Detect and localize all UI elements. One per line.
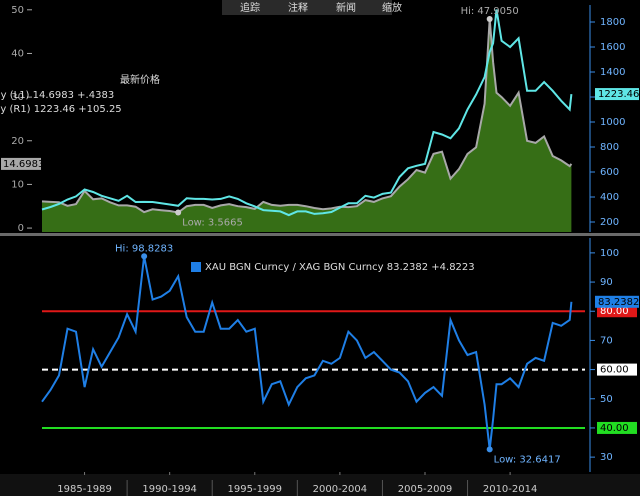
- reference-label: 80.00: [600, 306, 629, 317]
- last-value-label: 14.6983: [3, 159, 44, 170]
- toolbar-bg: [222, 0, 392, 15]
- legend-label: XAU BGN Curncy / XAG BGN Curncy 83.2382 …: [205, 262, 475, 273]
- y-tick-label: 50: [600, 394, 613, 405]
- y-tick-label: 50: [11, 5, 24, 16]
- annotation-marker: [141, 253, 148, 260]
- legend-label: XAU BGN Curncy (R1) 1223.46 +105.25: [0, 104, 122, 115]
- reference-label-box: [597, 363, 637, 376]
- annotation: Low: 3.5665: [182, 218, 243, 229]
- series-line: [41, 18, 573, 214]
- y-tick-label: 70: [600, 335, 613, 346]
- y2-tick-label: 400: [600, 192, 619, 203]
- y-tick-label: 0: [18, 223, 24, 234]
- annotation: Hi: 47.9050: [461, 6, 519, 17]
- x-tick-label: 2010-2014: [483, 484, 538, 495]
- y-tick-label: 40: [11, 48, 24, 59]
- reference-label-box: [597, 305, 637, 318]
- annotation: Hi: 98.8283: [115, 243, 173, 254]
- reference-label: 40.00: [600, 423, 629, 434]
- annotation: Low: 32.6417: [494, 454, 561, 465]
- last-value-label: 83.2382: [598, 297, 639, 308]
- annotation-marker: [486, 446, 493, 453]
- last-value-box: [595, 295, 639, 308]
- tool-zoom[interactable]: 缩放: [382, 1, 402, 14]
- area: [42, 18, 572, 233]
- y-tick-label: 30: [11, 92, 24, 103]
- annotation-marker: [175, 209, 182, 216]
- series-line: [41, 9, 573, 217]
- reference-label: 60.00: [600, 365, 629, 376]
- y2-tick-label: 1600: [600, 42, 625, 53]
- y2-tick-label: 1800: [600, 17, 625, 28]
- annotation-marker: [486, 15, 493, 22]
- series-line: [41, 256, 573, 450]
- y-tick-label: 10: [11, 179, 24, 190]
- tool-annotate[interactable]: 注释: [288, 1, 308, 14]
- tool-track[interactable]: 追踪: [240, 1, 260, 14]
- y2-tick-label: 1400: [600, 67, 625, 78]
- x-tick-label: 1995-1999: [228, 484, 283, 495]
- x-tick-label: 2005-2009: [398, 484, 453, 495]
- y2-tick-label: 800: [600, 142, 619, 153]
- y-tick-label: 100: [600, 248, 619, 259]
- y-tick-label: 20: [11, 136, 24, 147]
- y2-tick-label: 200: [600, 217, 619, 228]
- y2-tick-label: 1000: [600, 117, 625, 128]
- tool-news[interactable]: 新闻: [336, 1, 356, 14]
- last-value-box: [1, 157, 41, 170]
- x-axis-band: [0, 474, 640, 496]
- toolbar: 追踪 注释 新闻 缩放: [222, 0, 402, 15]
- legend-swatch: [191, 262, 201, 272]
- last-value-box: [595, 88, 639, 101]
- x-tick-label: 2000-2004: [313, 484, 368, 495]
- x-tick-label: 1985-1989: [57, 484, 112, 495]
- legend-title: 最新价格: [120, 73, 160, 86]
- reference-label-box: [597, 421, 637, 434]
- last-value-label: 1223.46: [598, 89, 639, 100]
- y-tick-label: 30: [600, 452, 613, 463]
- y-tick-label: 90: [600, 277, 613, 288]
- x-tick-label: 1990-1994: [142, 484, 197, 495]
- legend-label: XAG BGN Curncy (L1) 14.6983 +.4383: [0, 90, 114, 101]
- panel-divider: [0, 233, 640, 236]
- y2-tick-label: 600: [600, 167, 619, 178]
